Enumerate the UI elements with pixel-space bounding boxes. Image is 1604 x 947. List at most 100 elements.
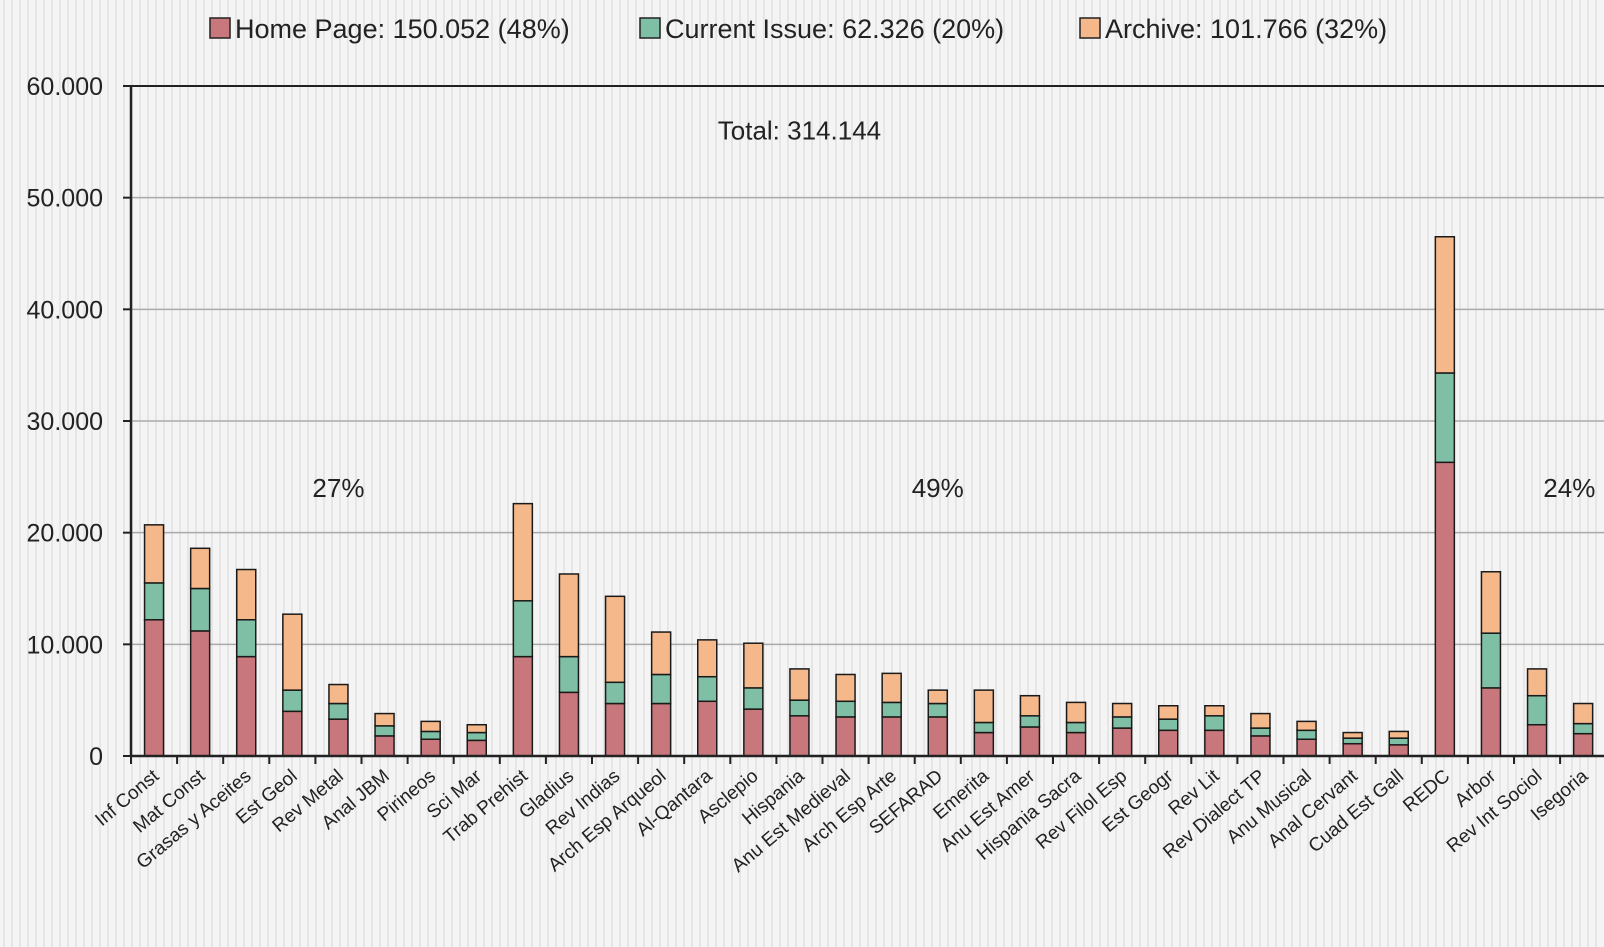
bar-segment-current-issue: [1480, 632, 1502, 689]
bar-segment-archive: [1158, 705, 1179, 720]
bar-segment-archive: [143, 524, 165, 584]
bar-segment-home-page: [374, 735, 395, 757]
bar-segment-home-page: [789, 715, 810, 757]
bar-segment-home-page: [604, 702, 626, 757]
bar-segment-home-page: [1434, 461, 1456, 757]
bar-segment-current-issue: [189, 587, 211, 632]
y-tick-label: 30.000: [27, 408, 103, 436]
bar-segment-current-issue: [650, 673, 672, 705]
bar-segment-archive: [420, 720, 441, 733]
bar-segment-home-page: [743, 708, 764, 757]
bar-segment-home-page: [1019, 726, 1041, 757]
bar-segment-home-page: [466, 739, 487, 757]
bar-segment-current-issue: [1019, 715, 1041, 728]
bar-segment-archive: [558, 573, 580, 658]
bar-segment-home-page: [420, 738, 441, 757]
bar-segment-home-page: [328, 718, 349, 757]
bar-segment-current-issue: [512, 600, 534, 658]
bar-segment-home-page: [835, 716, 856, 757]
bar-segment-current-issue: [743, 687, 764, 710]
bar-segment-archive: [328, 683, 349, 705]
bar-segment-home-page: [1158, 729, 1179, 757]
bar-segment-home-page: [1250, 735, 1271, 757]
y-tick-label: 50.000: [27, 185, 103, 213]
y-tick-label: 40.000: [27, 296, 103, 324]
bar-segment-current-issue: [927, 702, 948, 718]
bar-segment-archive: [1250, 712, 1271, 729]
bar-segment-archive: [1296, 720, 1317, 732]
chart-annotation: 24%: [1543, 473, 1595, 503]
bar-segment-home-page: [1111, 727, 1133, 757]
bar-segment-archive: [466, 723, 487, 734]
bar-segment-current-issue: [789, 699, 810, 717]
bar-segment-current-issue: [328, 702, 349, 720]
bar-segment-home-page: [1296, 738, 1317, 757]
bar-segment-home-page: [1204, 729, 1225, 757]
bar-segment-current-issue: [1572, 722, 1594, 735]
bar-segment-archive: [835, 673, 856, 703]
bar-segment-current-issue: [1526, 694, 1548, 726]
bar-segment-home-page: [189, 630, 211, 757]
bar-segment-current-issue: [1434, 372, 1456, 464]
bar-segment-archive: [236, 568, 257, 621]
y-tick-label: 10.000: [27, 631, 103, 659]
bar-segment-home-page: [697, 700, 718, 757]
chart-annotation: 27%: [312, 473, 364, 503]
bar-segment-archive: [1204, 705, 1225, 717]
bar-segment-current-issue: [420, 730, 441, 741]
bar-segment-archive: [282, 613, 303, 691]
legend-swatch: [639, 17, 661, 39]
legend-label: Current Issue: 62.326 (20%): [665, 14, 1004, 44]
bar-segment-current-issue: [1158, 718, 1179, 732]
bar-segment-archive: [189, 547, 211, 590]
bar-segment-home-page: [650, 702, 672, 757]
bar-segment-archive: [789, 668, 810, 701]
bar-segment-current-issue: [1296, 729, 1317, 740]
bar-segment-current-issue: [697, 675, 718, 703]
chart-annotation: 49%: [912, 473, 964, 503]
bar-segment-archive: [650, 631, 672, 676]
bar-segment-archive: [512, 502, 534, 602]
bar-segment-archive: [1434, 236, 1456, 374]
bar-segment-home-page: [1388, 744, 1409, 757]
bar-segment-home-page: [558, 691, 580, 757]
bar-segment-archive: [1019, 694, 1041, 717]
y-tick-label: 0: [89, 743, 103, 771]
bar-segment-archive: [1480, 571, 1502, 634]
y-tick-label: 20.000: [27, 520, 103, 548]
bar-segment-home-page: [1065, 731, 1087, 757]
legend-label: Archive: 101.766 (32%): [1105, 14, 1387, 44]
bar-segment-archive: [1111, 702, 1133, 718]
bar-segment-archive: [1572, 702, 1594, 725]
x-category-label: REDC: [1399, 766, 1454, 817]
bar-segment-current-issue: [1388, 737, 1409, 746]
bar-segment-archive: [374, 712, 395, 727]
bar-segment-current-issue: [558, 655, 580, 694]
bar-segment-current-issue: [1204, 715, 1225, 732]
legend-swatch: [209, 17, 231, 39]
bar-segment-current-issue: [1111, 716, 1133, 729]
bar-segment-current-issue: [374, 725, 395, 737]
bar-segment-home-page: [236, 655, 257, 757]
bar-segment-home-page: [1480, 687, 1502, 757]
bar-segment-current-issue: [282, 689, 303, 713]
bar-segment-archive: [927, 689, 948, 705]
bar-segment-home-page: [282, 710, 303, 757]
bar-segment-current-issue: [466, 731, 487, 742]
bar-segment-current-issue: [236, 619, 257, 658]
bar-segment-archive: [743, 642, 764, 689]
bar-segment-current-issue: [604, 681, 626, 705]
bar-segment-home-page: [927, 716, 948, 757]
bar-segment-home-page: [1342, 742, 1363, 757]
bar-segment-archive: [973, 689, 995, 724]
bar-segment-archive: [697, 639, 718, 678]
bar-segment-archive: [881, 672, 902, 704]
y-tick-label: 60.000: [27, 73, 103, 101]
legend-swatch: [1079, 17, 1101, 39]
bar-segment-current-issue: [143, 582, 165, 621]
bar-segment-current-issue: [835, 700, 856, 718]
bar-segment-home-page: [1572, 732, 1594, 757]
bar-segment-current-issue: [1250, 727, 1271, 737]
